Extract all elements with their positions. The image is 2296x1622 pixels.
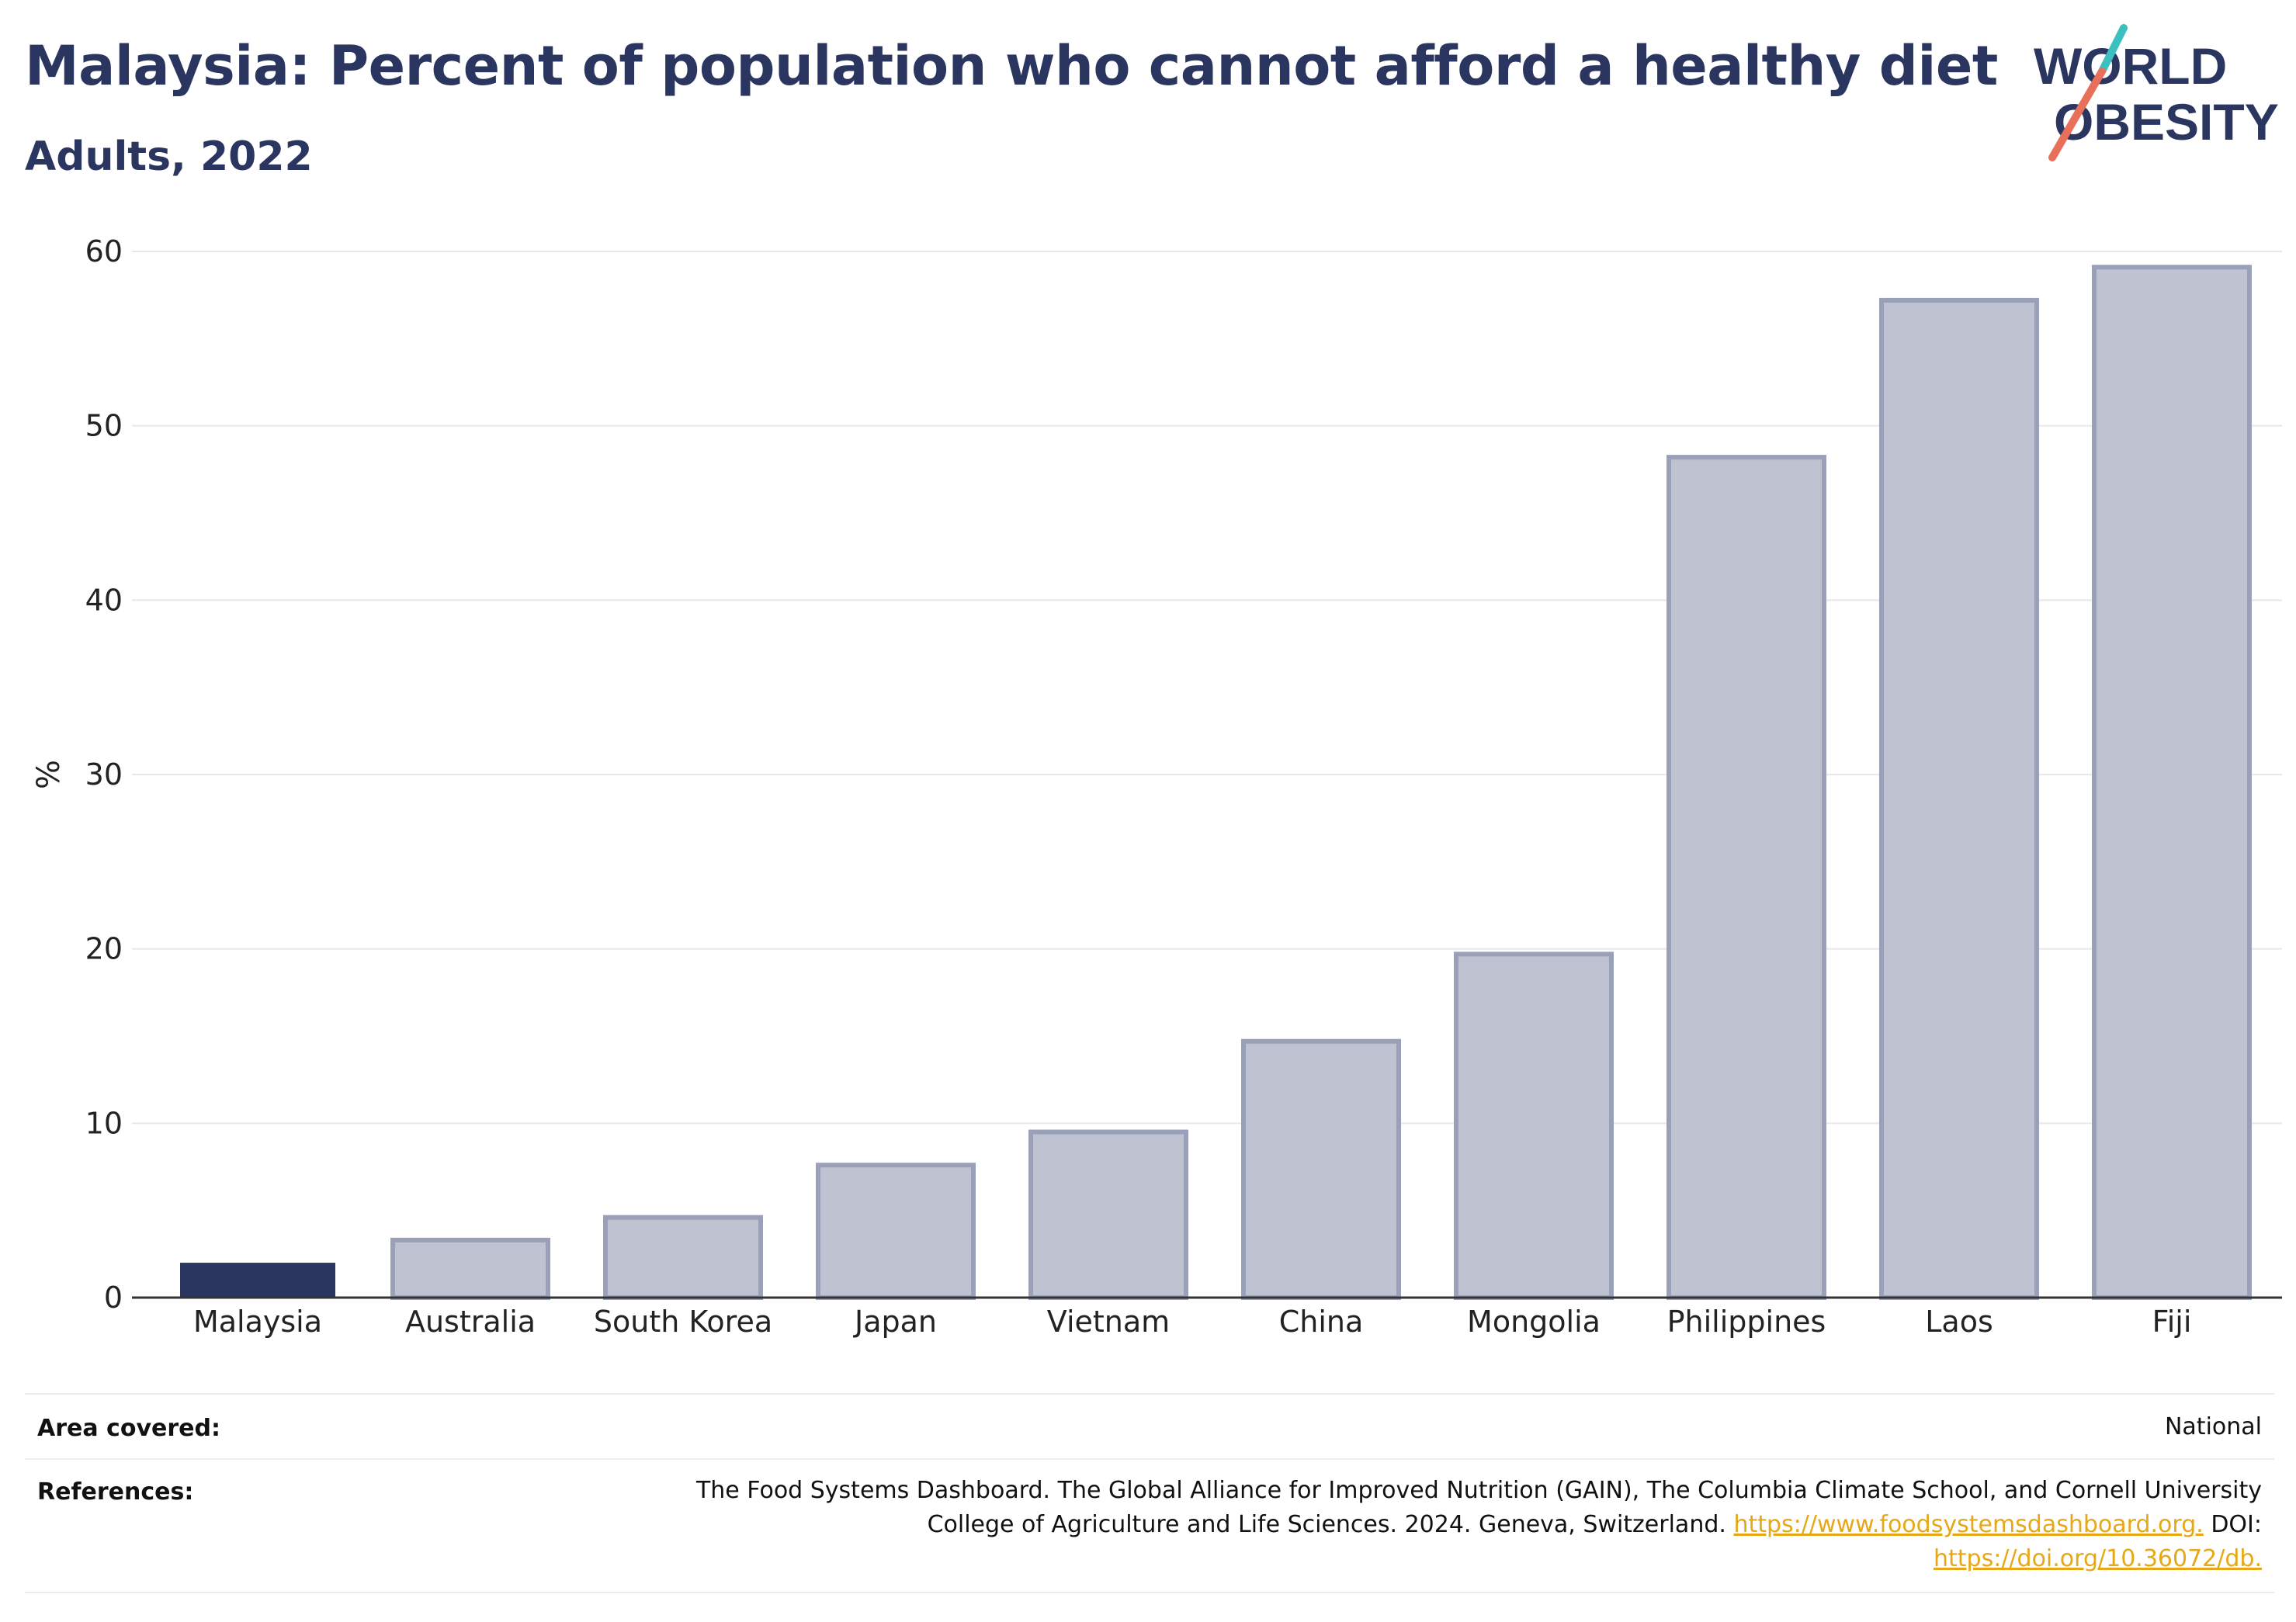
- y-tick-label: 0: [104, 1281, 123, 1315]
- references-line1: The Food Systems Dashboard. The Global A…: [695, 1477, 2262, 1504]
- x-tick-label: China: [1279, 1305, 1364, 1339]
- y-tick-label: 40: [85, 583, 123, 617]
- doi-label: DOI:: [2211, 1511, 2262, 1538]
- x-tick-label: Vietnam: [1047, 1305, 1170, 1339]
- doi-link[interactable]: https://doi.org/10.36072/db.: [1934, 1545, 2262, 1572]
- x-tick-label: Malaysia: [193, 1305, 322, 1339]
- y-tick-label: 20: [85, 932, 123, 966]
- y-tick-label: 30: [85, 757, 123, 792]
- bar-malaysia: [179, 1263, 336, 1298]
- logo-slash-teal: [2098, 24, 2128, 75]
- bar-australia: [390, 1237, 551, 1300]
- logo-line2: OBESITY: [2054, 93, 2279, 151]
- bar-china: [1240, 1038, 1402, 1300]
- bars: [179, 265, 2253, 1301]
- x-tick-label: Australia: [405, 1305, 536, 1339]
- bar-japan: [815, 1163, 976, 1300]
- x-tick-label: Mongolia: [1467, 1305, 1601, 1339]
- y-tick-label: 10: [85, 1106, 123, 1140]
- bar-south-korea: [602, 1215, 764, 1300]
- y-axis-ticks: 0 10 20 30 40 50 60: [85, 234, 123, 1315]
- area-covered-value: National: [2164, 1413, 2262, 1440]
- references-row: References: The Food Systems Dashboard. …: [25, 1458, 2274, 1593]
- bar-mongolia: [1453, 951, 1614, 1300]
- logo-line1: WORLD: [2034, 37, 2227, 95]
- dashboard-link[interactable]: https://www.foodsystemsdashboard.org.: [1733, 1511, 2204, 1538]
- references-text: The Food Systems Dashboard. The Global A…: [399, 1474, 2262, 1576]
- y-tick-label: 60: [85, 234, 123, 269]
- y-axis-label: %: [31, 760, 67, 789]
- x-tick-label: Philippines: [1667, 1305, 1826, 1339]
- references-line2: College of Agriculture and Life Sciences…: [927, 1511, 1726, 1538]
- references-label: References:: [37, 1478, 194, 1506]
- world-obesity-logo: WORLD OBESITY: [2034, 24, 2279, 161]
- chart-title: Malaysia: Percent of population who cann…: [25, 34, 1998, 98]
- bar-laos: [1878, 297, 2040, 1301]
- bar-chart: 0 10 20 30 40 50 60 Malaysia Australia South Kor…: [31, 234, 2282, 1339]
- area-covered-row: Area covered: National: [25, 1393, 2274, 1460]
- bar-vietnam: [1028, 1129, 1189, 1300]
- area-covered-label: Area covered:: [37, 1415, 220, 1442]
- x-tick-label: Japan: [853, 1305, 937, 1339]
- bar-philippines: [1666, 455, 1827, 1300]
- logo-slash-coral: [2048, 68, 2106, 161]
- y-tick-label: 50: [85, 409, 123, 443]
- x-tick-label: Laos: [1925, 1305, 1993, 1339]
- bar-fiji: [2091, 265, 2253, 1301]
- x-axis-labels: Malaysia Australia South Korea Japan Vietnam…: [193, 1305, 2191, 1339]
- chart-subtitle: Adults, 2022: [25, 133, 313, 180]
- x-tick-label: Fiji: [2152, 1305, 2192, 1339]
- x-tick-label: South Korea: [594, 1305, 772, 1339]
- references-line2-wrap: College of Agriculture and Life Sciences…: [399, 1508, 2262, 1542]
